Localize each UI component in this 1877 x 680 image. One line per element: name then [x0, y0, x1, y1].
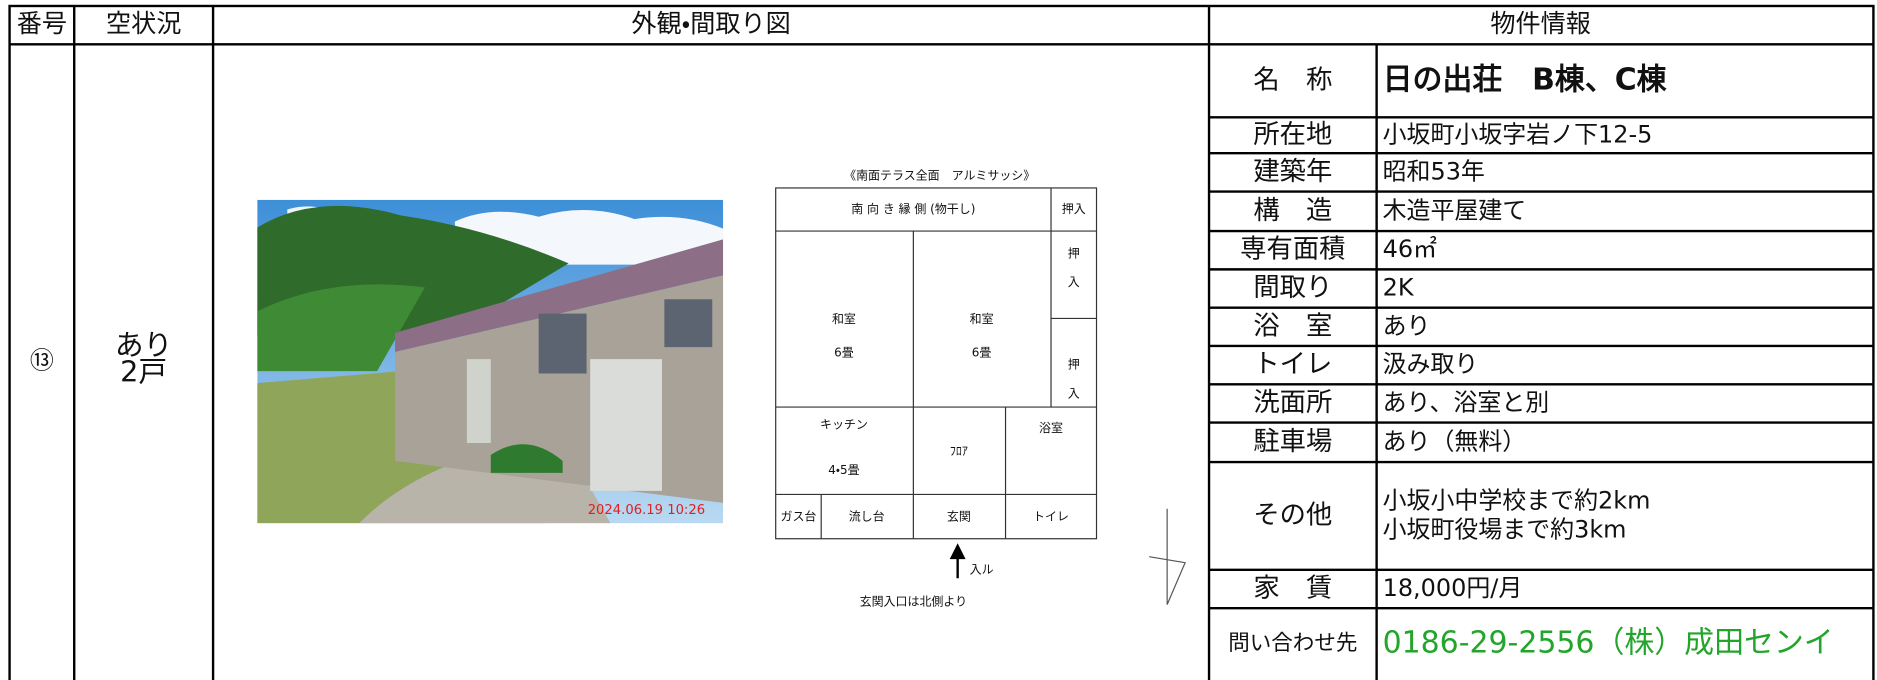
info-label: トイレ: [1253, 350, 1332, 380]
info-label: 駐車場: [1253, 427, 1332, 457]
info-value: 小坂町小坂字岩ノ下12-5: [1383, 120, 1653, 148]
info-value: 汲み取り: [1383, 350, 1479, 378]
room-label: 和室: [832, 312, 856, 326]
room-label: 押入: [1062, 202, 1086, 216]
room-label: 6畳: [972, 346, 992, 360]
room-label: 南 向 き 縁 側 (物干し): [851, 201, 975, 216]
info-label: 専有面積: [1240, 235, 1345, 265]
info-value: 昭和53年: [1383, 157, 1485, 185]
info-value: 46㎡: [1383, 235, 1437, 263]
plan-caption: 《南面テラス全面 アルミサッシ》: [844, 167, 1035, 182]
column-header: 物件情報: [1490, 9, 1591, 38]
photo-timestamp: 2024.06.19 10:26: [588, 503, 705, 518]
info-label: 浴 室: [1253, 311, 1332, 341]
info-value: 小坂町役場まで約3km: [1383, 515, 1627, 543]
room-label: 入: [1068, 275, 1080, 289]
row-number: ⑬: [30, 347, 54, 375]
exterior-photo: 2024.06.19 10:26: [257, 199, 724, 524]
room-label: 流し台: [849, 509, 885, 524]
contact: 0186-29-2556（株）成田センイ: [1383, 626, 1834, 661]
header-row: 番号 空状況 外観・間取り図 物件情報: [17, 9, 1591, 38]
info-value: 木造平屋建て: [1383, 196, 1527, 224]
info-label: 名 称: [1253, 65, 1332, 95]
column-header: 番号: [17, 9, 67, 38]
entry-label: 入ル: [970, 562, 994, 576]
room-label: キッチン: [820, 417, 868, 431]
room-label: 押: [1068, 246, 1080, 260]
column-header: 外観・間取り図: [631, 9, 790, 38]
info-label: 問い合わせ先: [1228, 631, 1357, 656]
room-label: トイレ: [1033, 510, 1069, 524]
info-label: 所在地: [1253, 120, 1332, 150]
info-label: 家 賃: [1253, 574, 1332, 604]
room-label: 6畳: [834, 346, 854, 360]
info-value: 18,000円/月: [1383, 574, 1523, 602]
info-label: 構 造: [1253, 196, 1332, 226]
room-label: ﾌﾛｱ: [950, 444, 968, 458]
property-name: 日の出荘 B棟、C棟: [1383, 62, 1668, 97]
room-label: 4・5畳: [828, 463, 859, 477]
info-value: 2K: [1383, 274, 1415, 302]
column-header: 空状況: [106, 9, 181, 38]
info-label: 間取り: [1253, 273, 1332, 303]
info-label: その他: [1253, 500, 1332, 530]
entry-note: 玄関入口は北側より: [860, 595, 967, 609]
room-label: 玄関: [947, 510, 971, 524]
info-value: あり: [1383, 312, 1431, 340]
info-value: 小坂小中学校まで約2km: [1383, 487, 1651, 515]
room-label: 入: [1068, 386, 1080, 400]
info-value: あり、浴室と別: [1383, 388, 1550, 416]
info-label: 洗面所: [1253, 388, 1332, 418]
room-label: 押: [1068, 358, 1080, 372]
vacancy: 2戸: [120, 355, 167, 389]
room-label: 浴室: [1039, 421, 1063, 435]
info-value: あり（無料）: [1383, 427, 1527, 455]
room-label: ガス台: [780, 509, 816, 524]
floor-plan: 《南面テラス全面 アルミサッシ》 入ル 玄関入口は北側より 南 向 き 縁 側 …: [775, 167, 1186, 609]
info-label: 建築年: [1253, 157, 1332, 187]
room-label: 和室: [970, 312, 994, 326]
vacancy: あり: [115, 328, 172, 362]
